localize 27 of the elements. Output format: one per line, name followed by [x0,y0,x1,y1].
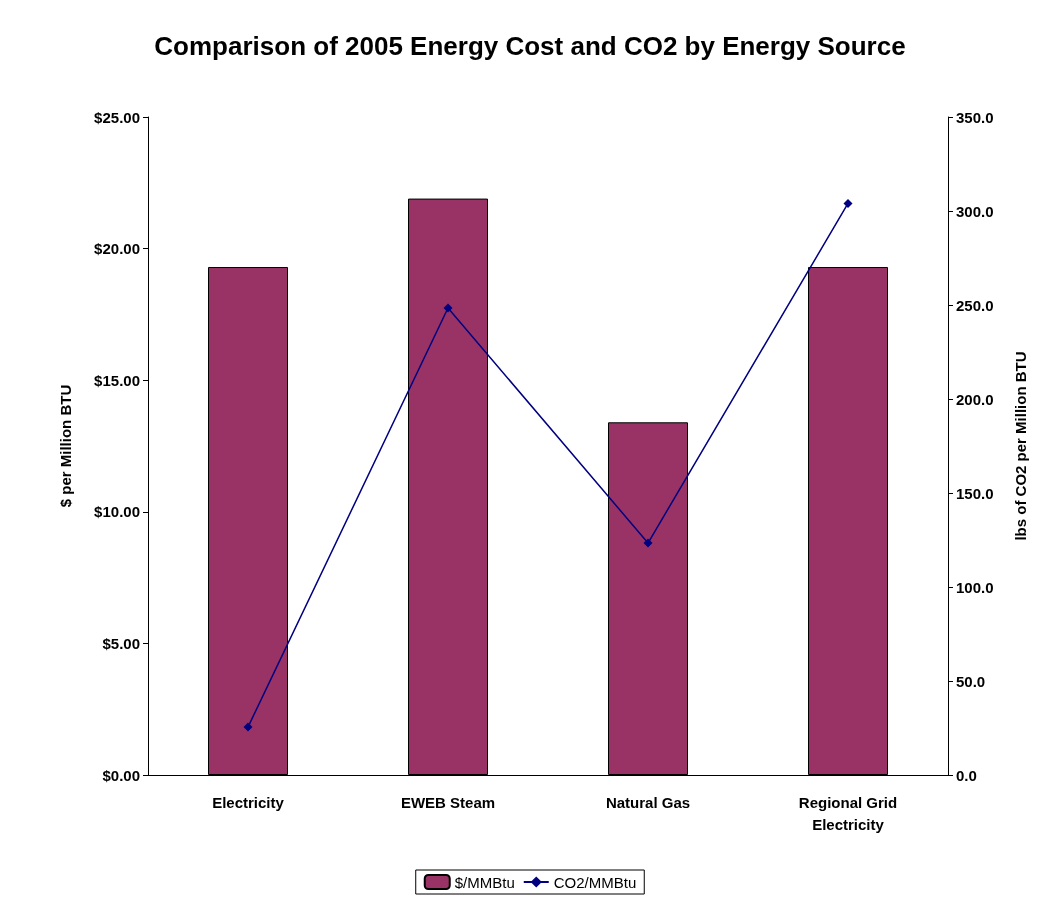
y2-tick-label: 0.0 [956,766,977,784]
y2-tick-label: 200.0 [956,390,994,408]
x-tick-label: Regional Grid Electricity [798,793,898,833]
y2-tick-label: 100.0 [956,578,994,596]
x-tick-label: Electricity [212,793,285,811]
y-tick-label: $15.00 [94,371,140,389]
x-tick-label: Natural Gas [605,793,691,811]
y2-tick-label: 50.0 [956,672,986,690]
y2-tick-label: 250.0 [956,296,994,314]
y-tick-label: $10.00 [94,503,140,521]
y-tick-label: $20.00 [94,240,140,258]
point [443,303,453,313]
y2-axis-title: lbs of CO2 per Million BTU [1012,351,1029,541]
y2-tick-label: 300.0 [956,202,994,220]
legend-label: CO2/MMBtu [553,873,637,891]
y2-tick-label: 350.0 [956,108,994,126]
y-tick-label: $25.00 [94,108,140,126]
y-tick-label: $0.00 [102,766,140,784]
point [643,538,653,548]
chart-title: Comparison of 2005 Energy Cost and CO2 by Energy Source [154,31,906,61]
x-tick-label: EWEB Steam [400,793,496,811]
y-axis-title: $ per Million BTU [57,384,74,508]
y-tick-label: $5.00 [102,634,140,652]
y2-tick-label: 150.0 [956,484,994,502]
point [243,722,253,732]
legend-label: $/MMBtu [454,873,515,891]
point [843,198,853,208]
